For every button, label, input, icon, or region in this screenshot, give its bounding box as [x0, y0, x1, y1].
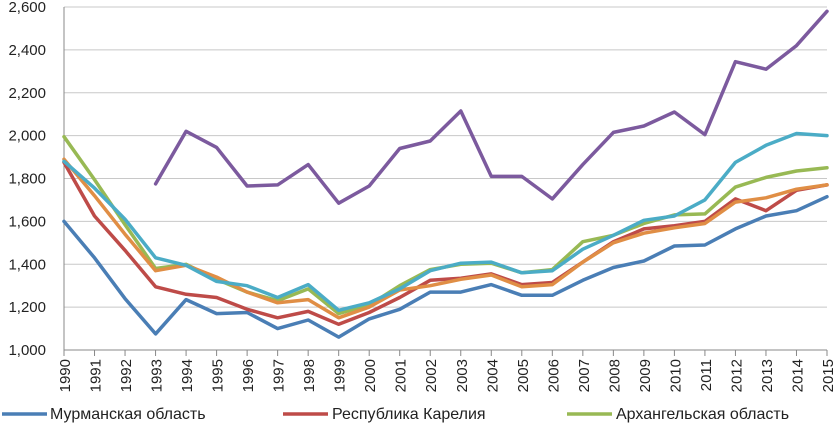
- x-tick-label: 2010: [667, 359, 684, 392]
- x-tick-label: 1997: [271, 359, 288, 392]
- legend: Мурманская область Республика Карелия Арха…: [2, 406, 789, 423]
- x-tick-label: 2012: [728, 359, 745, 392]
- x-tick-label: 1992: [118, 359, 135, 392]
- x-tick-label: 2007: [576, 359, 593, 392]
- x-tick-label: 2015: [820, 359, 835, 392]
- x-axis-ticks: 1990 1991 1992 1993 1994 1995 1996 1997 1998 1999…: [57, 350, 835, 392]
- x-tick-label: 2014: [789, 359, 806, 392]
- series-line-unlabeled-5: [153, 9, 829, 205]
- series-line-0: [62, 194, 829, 339]
- axes: [63, 7, 827, 351]
- x-tick-label: 2006: [545, 359, 562, 392]
- x-tick-label: 1999: [332, 359, 349, 392]
- legend-label: Мурманская область: [50, 406, 206, 423]
- x-tick-label: 1995: [210, 359, 227, 392]
- y-tick-label: 1,200: [8, 299, 46, 316]
- x-tick-label: 1991: [88, 359, 105, 392]
- series-lines: [62, 9, 829, 339]
- x-tick-label: 2003: [454, 359, 471, 392]
- y-tick-label: 2,400: [8, 42, 46, 59]
- x-tick-label: 1994: [179, 359, 196, 392]
- y-tick-label: 2,600: [8, 0, 46, 16]
- x-tick-label: 1998: [301, 359, 318, 392]
- y-axis-ticks: 1,000 1,200 1,400 1,600 1,800 2,000 2,200 2,400…: [8, 0, 46, 359]
- y-tick-label: 1,600: [8, 213, 46, 230]
- series-line-unlabeled-4: [62, 131, 829, 313]
- x-tick-label: 2002: [423, 359, 440, 392]
- x-tick-label: 2011: [698, 359, 715, 391]
- x-tick-label: 1993: [149, 359, 166, 392]
- y-tick-label: 2,000: [8, 128, 46, 145]
- y-tick-label: 1,000: [8, 342, 46, 359]
- x-tick-label: 1996: [240, 359, 257, 392]
- series-line-2: [62, 134, 829, 316]
- x-tick-label: 2005: [515, 359, 532, 392]
- x-tick-label: 2001: [393, 359, 410, 392]
- x-tick-label: 2000: [362, 359, 379, 392]
- x-tick-label: 2008: [606, 359, 623, 392]
- series-line-1: [62, 160, 829, 327]
- x-tick-label: 1990: [57, 359, 74, 392]
- y-tick-label: 1,400: [8, 256, 46, 273]
- x-tick-label: 2009: [637, 359, 654, 392]
- y-tick-label: 2,200: [8, 85, 46, 102]
- x-tick-label: 2004: [484, 359, 501, 392]
- y-tick-label: 1,800: [8, 171, 46, 188]
- legend-label: Республика Карелия: [332, 406, 486, 423]
- x-tick-label: 2013: [759, 359, 776, 392]
- legend-label: Архангельская область: [616, 406, 789, 423]
